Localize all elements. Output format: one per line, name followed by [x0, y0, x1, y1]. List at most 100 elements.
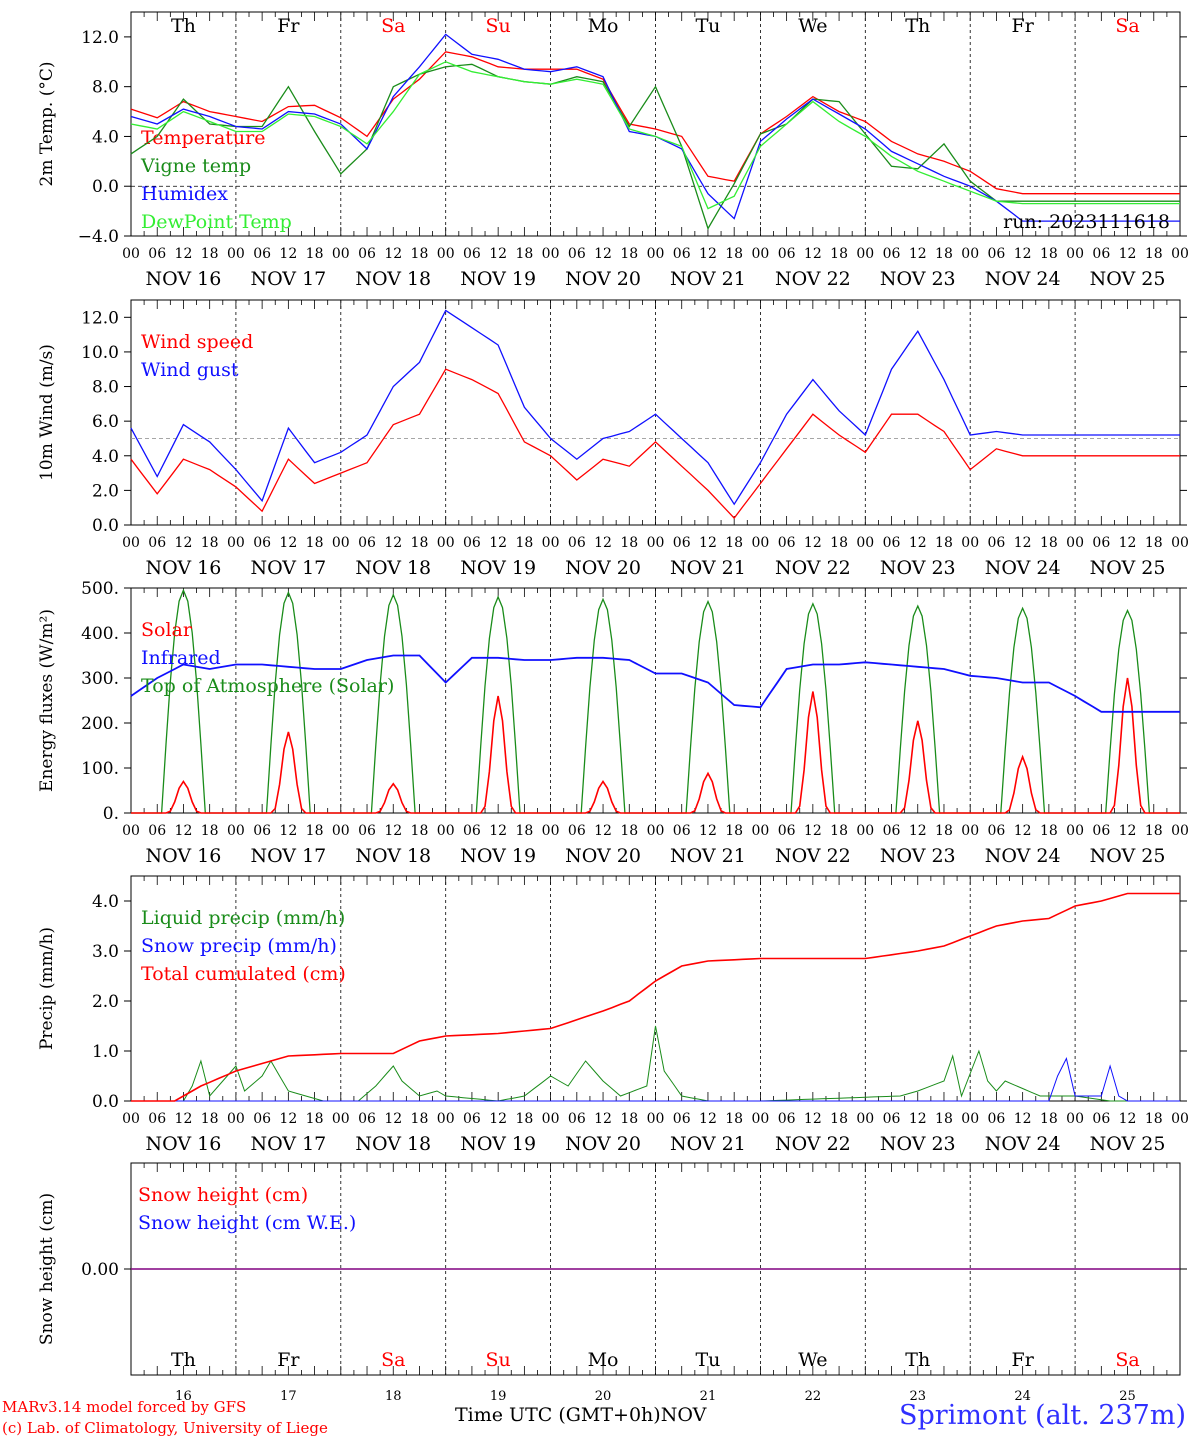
x-hour-label: 12 — [175, 1111, 193, 1127]
x-hour-label: 18 — [935, 1111, 953, 1127]
y-tick-label: 0. — [103, 804, 119, 824]
x-hour-label: 06 — [778, 535, 796, 551]
x-hour-label: 00 — [332, 1111, 350, 1127]
x-hour-label: 12 — [594, 1111, 612, 1127]
y-tick-label: 0.0 — [92, 177, 119, 197]
x-hour-label: 18 — [201, 1111, 219, 1127]
x-hour-label: 12 — [279, 246, 297, 262]
x-hour-label: 00 — [647, 246, 665, 262]
x-hour-label: 06 — [463, 1111, 481, 1127]
day-number-label: 21 — [700, 1389, 717, 1404]
x-hour-label: 18 — [620, 246, 638, 262]
x-hour-label: 18 — [515, 823, 533, 839]
x-hour-label: 18 — [830, 1111, 848, 1127]
x-hour-label: 12 — [594, 246, 612, 262]
x-hour-label: 06 — [883, 246, 901, 262]
weekday-label-bottom: Sa — [381, 1349, 405, 1371]
x-hour-label: 00 — [1171, 535, 1189, 551]
x-hour-label: 12 — [175, 823, 193, 839]
date-label: NOV 17 — [250, 1133, 326, 1155]
temperature-series-line — [130, 63, 1180, 231]
weekday-label-bottom: Sa — [1115, 1349, 1139, 1371]
x-hour-label: 06 — [778, 1111, 796, 1127]
x-hour-label: 18 — [1145, 535, 1163, 551]
x-hour-label: 18 — [725, 246, 743, 262]
x-hour-label: 00 — [751, 535, 769, 551]
y-tick-label: 12.0 — [81, 308, 119, 328]
y-axis-title: Snow height (cm) — [37, 1193, 57, 1345]
y-tick-label: 10.0 — [81, 343, 119, 363]
x-hour-label: 18 — [1040, 246, 1058, 262]
x-hour-label: 12 — [594, 535, 612, 551]
x-hour-label: 12 — [909, 823, 927, 839]
x-hour-label: 12 — [804, 1111, 822, 1127]
y-tick-label: −4.0 — [78, 227, 119, 247]
x-hour-label: 12 — [699, 1111, 717, 1127]
weekday-label: Fr — [1012, 15, 1035, 37]
x-hour-label: 00 — [122, 246, 140, 262]
x-hour-label: 12 — [909, 535, 927, 551]
weekday-label-bottom: Tu — [695, 1349, 720, 1371]
y-tick-label: 400. — [81, 624, 119, 644]
x-hour-label: 06 — [673, 535, 691, 551]
x-hour-label: 00 — [437, 246, 455, 262]
x-hour-label: 12 — [804, 823, 822, 839]
x-hour-label: 06 — [568, 246, 586, 262]
date-label: NOV 23 — [880, 845, 956, 867]
y-tick-label: 0.0 — [92, 516, 119, 536]
wind-series-line — [130, 309, 1180, 506]
x-hour-label: 06 — [148, 1111, 166, 1127]
x-hour-label: 00 — [1171, 246, 1189, 262]
x-hour-label: 06 — [148, 535, 166, 551]
temperature-series-line — [130, 61, 1180, 210]
date-label: NOV 25 — [1090, 268, 1166, 290]
date-label: NOV 16 — [146, 268, 222, 290]
date-label: NOV 22 — [775, 1133, 851, 1155]
x-hour-label: 06 — [988, 1111, 1006, 1127]
x-hour-label: 18 — [306, 246, 324, 262]
date-label: NOV 21 — [670, 845, 746, 867]
x-hour-label: 06 — [778, 246, 796, 262]
x-hour-label: 00 — [332, 535, 350, 551]
legend-entry: Solar — [141, 619, 193, 641]
x-hour-label: 00 — [961, 823, 979, 839]
x-hour-label: 18 — [201, 823, 219, 839]
x-hour-label: 06 — [883, 823, 901, 839]
date-label: NOV 19 — [460, 268, 536, 290]
date-label: NOV 19 — [460, 845, 536, 867]
x-hour-label: 18 — [411, 535, 429, 551]
date-label: NOV 17 — [250, 557, 326, 579]
y-tick-label: 0.0 — [92, 1092, 119, 1112]
day-number-label: 20 — [595, 1389, 612, 1404]
date-label: NOV 24 — [985, 845, 1061, 867]
x-hour-label: 12 — [1014, 823, 1032, 839]
y-tick-label: 4.0 — [92, 447, 119, 467]
model-credit: MARv3.14 model forced by GFS — [2, 1398, 247, 1416]
x-hour-label: 00 — [1066, 1111, 1084, 1127]
x-hour-label: 06 — [148, 246, 166, 262]
x-hour-label: 06 — [568, 535, 586, 551]
x-hour-label: 12 — [804, 535, 822, 551]
x-hour-label: 18 — [306, 823, 324, 839]
x-hour-label: 18 — [725, 823, 743, 839]
panel-frame — [130, 299, 1181, 526]
panel-frame — [130, 587, 1181, 814]
x-hour-label: 06 — [673, 1111, 691, 1127]
x-hour-label: 12 — [909, 1111, 927, 1127]
x-hour-label: 00 — [961, 535, 979, 551]
x-hour-label: 18 — [1145, 823, 1163, 839]
x-hour-label: 18 — [620, 535, 638, 551]
y-tick-label: 12.0 — [81, 28, 119, 48]
x-hour-label: 06 — [883, 1111, 901, 1127]
x-hour-label: 18 — [1040, 1111, 1058, 1127]
x-hour-label: 18 — [515, 246, 533, 262]
x-hour-label: 06 — [253, 823, 271, 839]
y-tick-label: 500. — [81, 579, 119, 599]
y-axis-title: Precip (mm/h) — [37, 927, 57, 1050]
x-hour-label: 18 — [1040, 535, 1058, 551]
day-number-label: 16 — [175, 1389, 192, 1404]
date-label: NOV 24 — [985, 1133, 1061, 1155]
legend-entry: Infrared — [141, 647, 221, 669]
x-hour-label: 06 — [673, 246, 691, 262]
weekday-label: We — [798, 15, 827, 37]
